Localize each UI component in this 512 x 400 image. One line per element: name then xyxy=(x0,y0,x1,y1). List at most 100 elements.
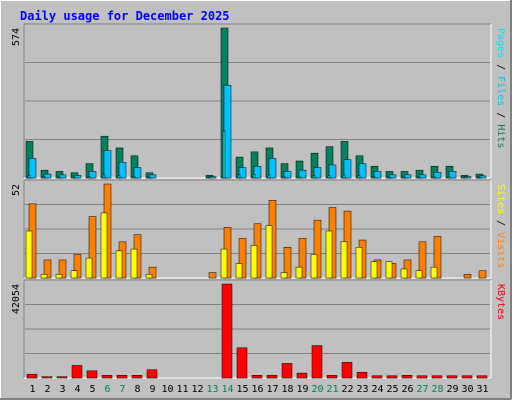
bar-sites-day-9 xyxy=(145,274,153,279)
bar-kbytes-day-14 xyxy=(221,283,233,379)
bar-sites-day-1 xyxy=(25,230,33,279)
bar-kbytes-day-28 xyxy=(431,375,443,379)
bar-files-day-27 xyxy=(418,174,427,179)
bar-kbytes-day-30 xyxy=(461,375,473,379)
bar-pages-day-26 xyxy=(402,176,406,179)
bar-kbytes-day-6 xyxy=(101,375,113,379)
bar-kbytes-day-1 xyxy=(26,373,38,379)
bar-sites-day-22 xyxy=(340,241,348,279)
panel-kbytes-legend: KBytes xyxy=(495,284,506,320)
bar-sites-day-27 xyxy=(415,270,423,279)
bar-visits-day-2 xyxy=(43,259,52,279)
bar-visits-day-4 xyxy=(73,254,82,279)
bar-pages-day-28 xyxy=(432,176,436,179)
bar-visits-day-5 xyxy=(88,216,97,279)
bar-files-day-3 xyxy=(58,174,67,179)
x-tick-label-day-3: 3 xyxy=(59,384,65,395)
bar-visits-day-18 xyxy=(283,247,292,279)
bar-pages-day-27 xyxy=(417,176,421,179)
bar-kbytes-day-8 xyxy=(131,375,143,379)
bar-sites-day-20 xyxy=(310,254,318,279)
bar-sites-day-4 xyxy=(70,270,78,279)
bar-pages-day-7 xyxy=(117,175,121,179)
bar-sites-day-24 xyxy=(370,261,378,279)
bar-visits-day-13 xyxy=(208,272,217,279)
bar-pages-day-2 xyxy=(42,176,46,179)
bar-visits-day-31 xyxy=(478,270,487,279)
bar-pages-day-19 xyxy=(297,175,301,179)
bar-sites-day-28 xyxy=(430,266,438,279)
bar-files-day-9 xyxy=(148,174,157,179)
bar-pages-day-14 xyxy=(222,130,226,179)
bar-sites-day-16 xyxy=(250,245,258,279)
bar-files-day-20 xyxy=(313,167,322,179)
panel-visits-legend: Sites / Visits xyxy=(495,184,506,268)
chart-panels: 574 Pages / Files / Hits 52 Sites / Visits 4… xyxy=(11,23,506,379)
bar-files-day-2 xyxy=(43,173,52,179)
bar-visits-day-15 xyxy=(238,237,247,279)
x-tick-label-day-28: 28 xyxy=(431,384,443,395)
bar-kbytes-day-21 xyxy=(326,375,338,379)
bar-sites-day-26 xyxy=(400,268,408,279)
bar-pages-day-30 xyxy=(462,176,466,179)
x-tick-label-day-15: 15 xyxy=(236,384,248,395)
bar-pages-day-20 xyxy=(312,175,316,179)
x-tick-label-day-18: 18 xyxy=(281,384,293,395)
bar-pages-day-3 xyxy=(57,176,61,179)
bar-visits-day-27 xyxy=(418,241,427,279)
bar-kbytes-day-26 xyxy=(401,375,413,379)
bar-visits-day-9 xyxy=(148,266,157,279)
x-tick-label-day-14: 14 xyxy=(221,384,233,395)
bar-sites-day-25 xyxy=(385,261,393,279)
bar-pages-day-22 xyxy=(342,174,346,179)
bar-pages-day-15 xyxy=(237,174,241,179)
x-tick-label-day-7: 7 xyxy=(119,384,125,395)
bar-files-day-19 xyxy=(298,169,307,179)
bar-files-day-17 xyxy=(268,158,277,179)
legend-visits: Visits xyxy=(495,232,506,268)
x-tick-label-day-24: 24 xyxy=(371,384,383,395)
x-tick-label-day-29: 29 xyxy=(446,384,458,395)
bar-files-day-4 xyxy=(73,175,82,179)
bar-files-day-6 xyxy=(103,150,112,179)
x-tick-label-day-22: 22 xyxy=(341,384,353,395)
x-tick-label-day-6: 6 xyxy=(104,384,110,395)
bar-files-day-24 xyxy=(373,171,382,179)
x-tick-label-day-19: 19 xyxy=(296,384,308,395)
bar-pages-day-5 xyxy=(87,176,91,179)
bar-sites-day-23 xyxy=(355,247,363,279)
x-tick-label-day-20: 20 xyxy=(311,384,323,395)
panel-hits-legend: Pages / Files / Hits xyxy=(495,28,506,148)
bar-files-day-22 xyxy=(343,159,352,179)
x-axis-labels: 1 2 3 4 5 6 7 8 9 10 11 12 13 14 15 16 17 18 19 20 21 22 23 24 2… xyxy=(29,384,488,395)
bar-pages-day-13 xyxy=(207,176,211,179)
bar-kbytes-day-27 xyxy=(416,375,428,379)
x-tick-label-day-17: 17 xyxy=(266,384,278,395)
x-tick-label-day-13: 13 xyxy=(206,384,218,395)
bar-files-day-5 xyxy=(88,171,97,179)
bar-visits-day-30 xyxy=(463,274,472,279)
bar-visits-day-28 xyxy=(433,236,442,279)
bar-kbytes-day-25 xyxy=(386,375,398,379)
x-tick-label-day-2: 2 xyxy=(44,384,50,395)
bar-kbytes-day-31 xyxy=(476,375,488,379)
bar-files-day-29 xyxy=(448,171,457,179)
bar-visits-day-19 xyxy=(298,237,307,279)
bar-kbytes-day-20 xyxy=(311,345,323,379)
bar-kbytes-day-3 xyxy=(56,376,68,379)
bar-sites-day-8 xyxy=(130,248,138,279)
bar-sites-day-15 xyxy=(235,263,243,279)
bar-pages-day-18 xyxy=(282,176,286,179)
legend-pages: Pages xyxy=(495,28,506,58)
panel-visits-ymax-label: 52 xyxy=(11,184,22,196)
bar-files-day-28 xyxy=(433,172,442,179)
x-tick-label-day-1: 1 xyxy=(29,384,35,395)
bar-files-day-16 xyxy=(253,165,262,179)
x-tick-label-day-25: 25 xyxy=(386,384,398,395)
x-tick-label-day-12: 12 xyxy=(191,384,203,395)
panel-kbytes-ymax-label: 42054 xyxy=(11,284,22,314)
bar-pages-day-23 xyxy=(357,175,361,179)
bar-pages-day-6 xyxy=(102,174,106,179)
x-tick-label-day-8: 8 xyxy=(134,384,140,395)
